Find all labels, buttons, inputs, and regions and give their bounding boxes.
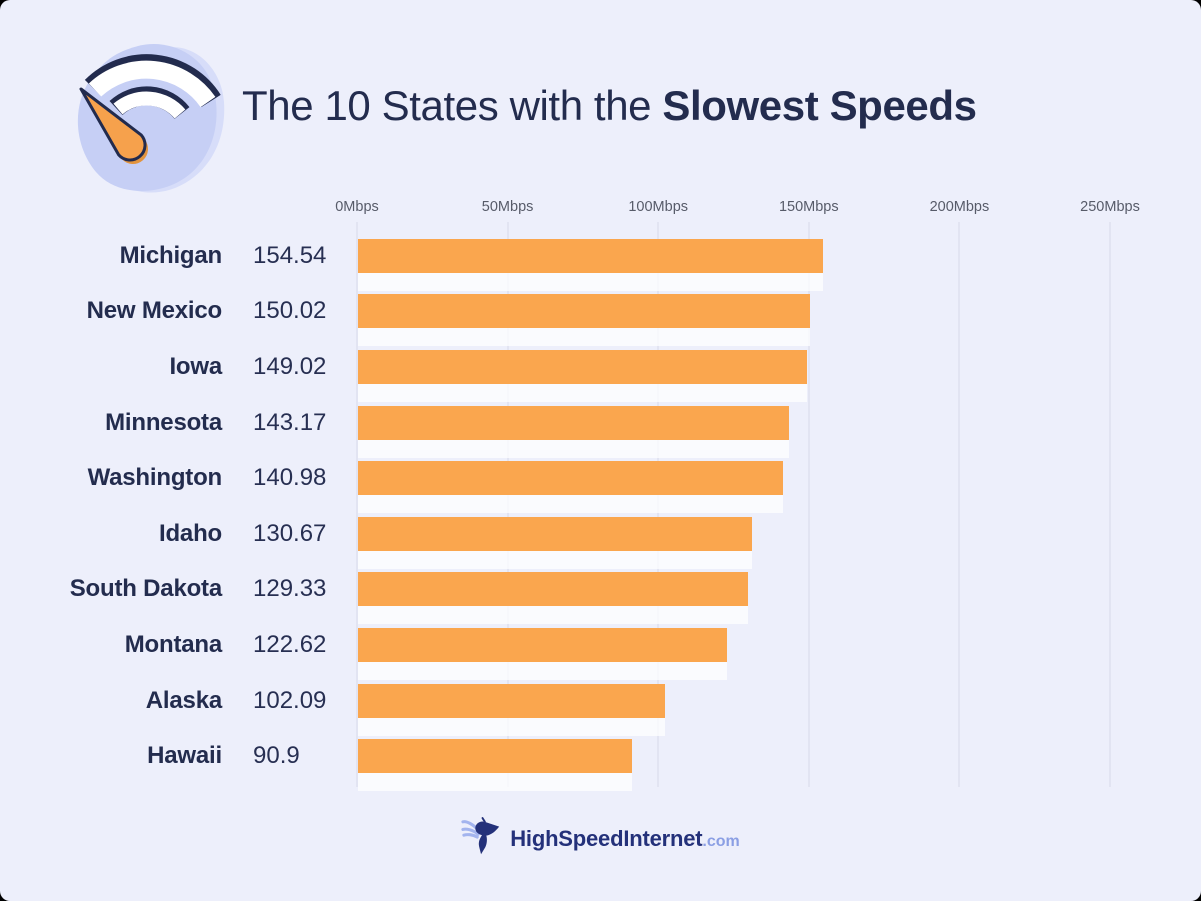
bar-row: Alaska 102.09 (0, 673, 1180, 736)
x-axis-ticks: 0Mbps 50Mbps 100Mbps 150Mbps 200Mbps 250Mbps (335, 199, 1140, 217)
bird-wing-feather (462, 833, 479, 839)
bar-track (358, 683, 1111, 736)
state-label: Minnesota (105, 408, 222, 436)
value-label: 154.54 (253, 241, 327, 269)
x-tick-label: 100Mbps (628, 199, 689, 215)
x-tick-label: 200Mbps (929, 199, 990, 215)
bar-track (358, 572, 1111, 625)
bar (358, 683, 666, 718)
bar-track (358, 739, 1111, 792)
bar-row: Iowa 149.02 (0, 339, 1180, 402)
bar (358, 739, 632, 774)
hummingbird-icon (461, 817, 500, 855)
state-label: Washington (87, 464, 223, 492)
state-label: Alaska (145, 686, 222, 714)
state-label: Idaho (159, 519, 222, 547)
bar-track (358, 294, 1111, 347)
brand-text: HighSpeedInternet.com (510, 826, 740, 852)
bar-track (358, 349, 1111, 402)
value-label: 122.62 (253, 630, 327, 658)
state-label: New Mexico (86, 297, 223, 325)
bar-row: Montana 122.62 (0, 617, 1180, 680)
x-tick-label: 0Mbps (335, 199, 379, 215)
state-label: South Dakota (69, 575, 222, 603)
value-label: 90.9 (253, 742, 300, 770)
bar-track (358, 516, 1111, 569)
state-label: Montana (124, 630, 222, 658)
bar-row: New Mexico 150.02 (0, 284, 1180, 347)
bar-row: Washington 140.98 (0, 450, 1180, 514)
value-label: 129.33 (253, 575, 327, 603)
state-label: Hawaii (147, 742, 222, 770)
wifi-arc-outer (88, 60, 216, 108)
value-label: 140.98 (253, 464, 327, 492)
bird-crest (481, 817, 487, 823)
bar (358, 294, 810, 329)
value-label: 130.67 (253, 519, 327, 547)
bar-track (358, 461, 1111, 514)
page-title: The 10 States with the Slowest Speeds (242, 82, 977, 130)
state-label: Michigan (119, 241, 223, 269)
bar-row: Michigan 154.54 (0, 228, 1180, 291)
bar (358, 516, 752, 551)
bar-row: Idaho 130.67 (0, 506, 1180, 569)
state-label: Iowa (169, 352, 222, 380)
wifi-arc-inner (113, 91, 186, 119)
bird-body (475, 821, 500, 855)
bar (358, 238, 824, 273)
bar-rows: Michigan 154.54 New Mexico 150.02 Iowa 1… (0, 228, 1180, 792)
bar-row: South Dakota 129.33 (0, 562, 1180, 625)
x-tick-label: 250Mbps (1080, 199, 1140, 215)
title-prefix: The 10 States with the (242, 82, 663, 129)
brand-name: HighSpeedInternet (510, 826, 703, 851)
bar-row: Minnesota 143.17 (0, 395, 1180, 458)
bar-track (358, 238, 1111, 291)
bar (358, 572, 748, 607)
value-label: 143.17 (253, 408, 327, 436)
x-tick-label: 150Mbps (778, 199, 839, 215)
wifi-speedometer-svg (77, 43, 225, 193)
value-label: 102.09 (253, 686, 327, 714)
value-label: 149.02 (253, 352, 327, 380)
brand-tld: .com (702, 833, 740, 850)
speedometer-needle (79, 87, 147, 162)
footer-brand: HighSpeedInternet.com (0, 816, 1201, 862)
bar (358, 349, 807, 384)
bar-track (358, 627, 1111, 680)
bar-row: Hawaii 90.9 (0, 728, 1180, 792)
bar (358, 461, 783, 496)
wifi-speedometer-icon (60, 30, 230, 200)
value-label: 150.02 (253, 297, 327, 325)
title-emphasis: Slowest Speeds (662, 82, 977, 129)
bar-track (358, 405, 1111, 458)
bar (358, 405, 790, 440)
x-tick-label: 50Mbps (481, 199, 534, 215)
bar (358, 627, 728, 662)
bird-wing-feather (461, 827, 480, 836)
